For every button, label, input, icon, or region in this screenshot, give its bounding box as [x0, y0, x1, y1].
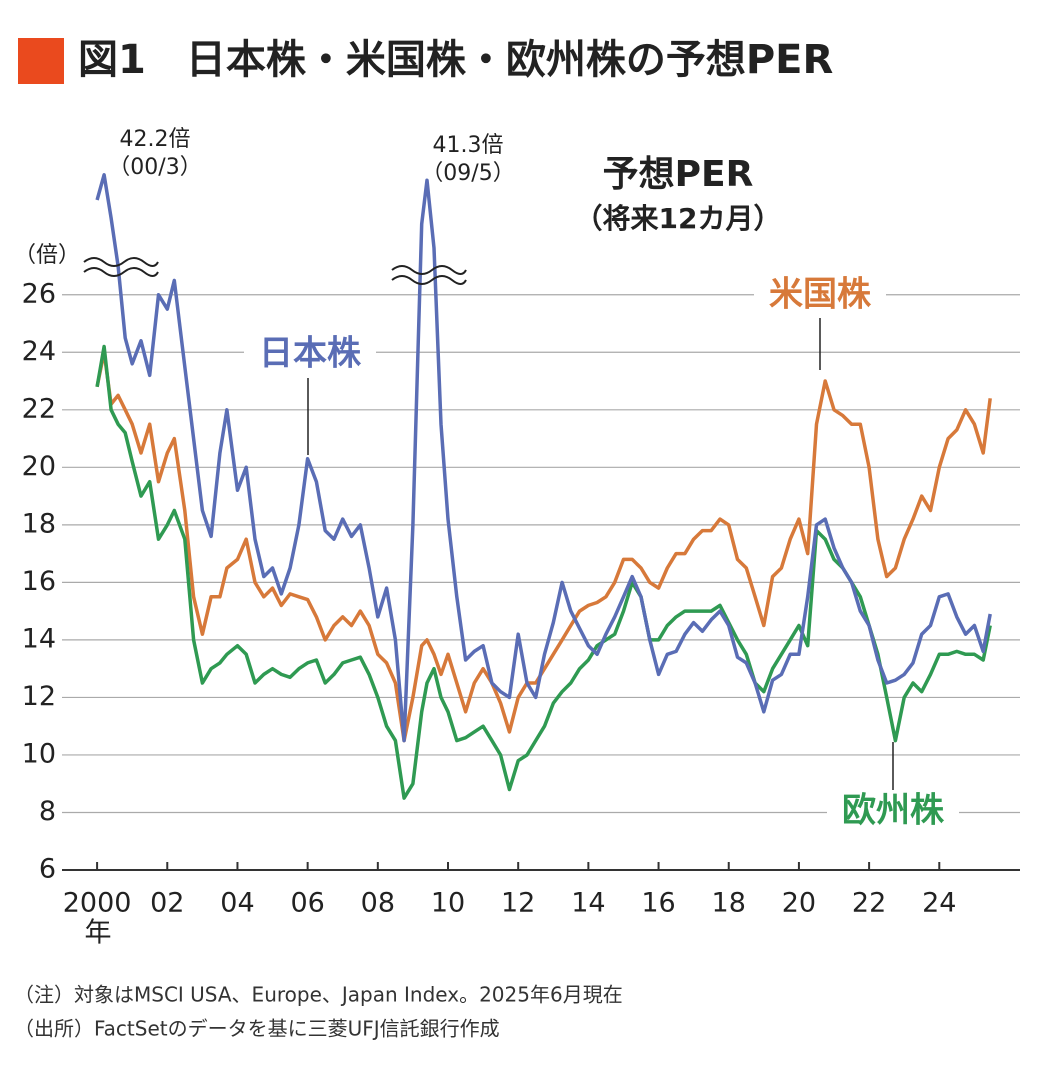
note: （注）対象はMSCI USA、Europe、Japan Index。2025年6…	[14, 983, 623, 1007]
chart-title: 図1 日本株・米国株・欧州株の予想PER	[78, 37, 833, 83]
x-tick-label: 12	[501, 888, 535, 919]
y-tick-label: 8	[39, 796, 56, 827]
label-bg	[754, 272, 886, 320]
series-line	[95, 173, 992, 743]
y-tick-label: 24	[22, 336, 56, 367]
axis-break	[83, 257, 159, 277]
x-tick-label: 18	[712, 888, 746, 919]
series-label: 欧州株	[842, 791, 945, 831]
x-tick-label: 2000	[63, 888, 132, 919]
y-tick-label: 12	[22, 681, 56, 712]
annotation: 42.2倍	[120, 127, 191, 152]
x-tick-label: 04	[220, 888, 254, 919]
series-label: 日本株	[259, 334, 362, 374]
x-tick-label: 08	[361, 888, 395, 919]
series-label: 米国株	[769, 275, 872, 315]
y-tick-label: 14	[22, 623, 56, 654]
label-bg	[827, 788, 959, 836]
x-unit: 年	[85, 918, 112, 949]
y-tick-label: 26	[22, 278, 56, 309]
y-axis-label: （倍）	[14, 243, 80, 268]
annotation-date: （00/3）	[108, 155, 201, 180]
x-tick-label: 20	[782, 888, 816, 919]
lines	[95, 173, 992, 800]
subtitle-note: （将来12カ月）	[575, 202, 782, 235]
title-marker	[18, 38, 64, 84]
x-tick-label: 14	[571, 888, 605, 919]
annotation: 41.3倍	[433, 133, 504, 158]
y-tick-label: 6	[39, 854, 56, 885]
source: （出所）FactSetのデータを基に三菱UFJ信託銀行作成	[14, 1017, 500, 1041]
subtitle: 予想PER	[603, 154, 754, 195]
y-tick-label: 18	[22, 508, 56, 539]
series-line	[95, 350, 992, 743]
label-bg	[244, 331, 376, 379]
x-tick-label: 06	[290, 888, 324, 919]
x-tick-label: 16	[641, 888, 675, 919]
y-tick-label: 16	[22, 566, 56, 597]
y-tick-label: 20	[22, 451, 56, 482]
x-tick-label: 02	[150, 888, 184, 919]
x-tick-label: 22	[852, 888, 886, 919]
annotation-date: （09/5）	[421, 161, 514, 186]
x-tick-label: 10	[431, 888, 465, 919]
series-line	[95, 344, 992, 800]
axis-break	[391, 265, 467, 285]
y-tick-label: 22	[22, 393, 56, 424]
y-tick-label: 10	[22, 738, 56, 769]
x-tick-label: 24	[922, 888, 956, 919]
